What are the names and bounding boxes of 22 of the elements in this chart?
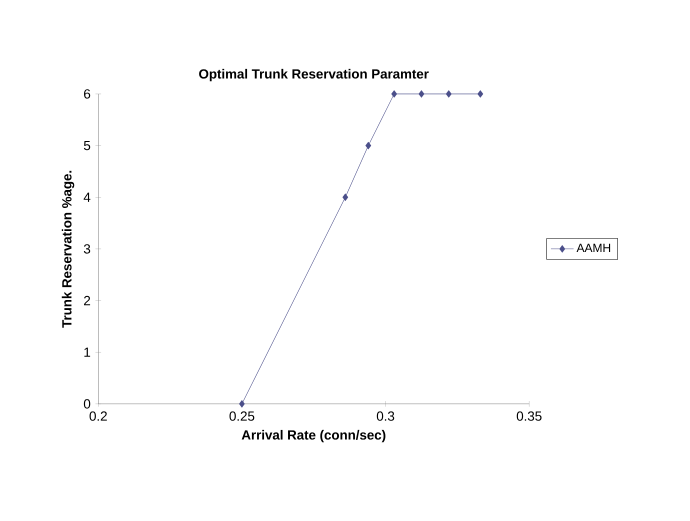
chart-title: Optimal Trunk Reservation Paramter [199,68,429,82]
legend-label: AAMH [576,244,610,252]
point [239,400,245,408]
y-tick-label: 1 [84,348,90,357]
y-tick-label: 0 [84,399,90,409]
point [365,142,372,150]
point [342,194,348,201]
point [418,90,424,98]
x-tick-label: 0.25 [230,411,254,421]
point [446,90,452,98]
x-axis-title: Arrival Rate (conn/sec) [242,430,386,442]
y-axis-title: Trunk Reservation %age. [62,170,74,328]
y-tick-label: 2 [84,296,90,306]
x-tick-label: 0.2 [90,411,107,421]
point [391,90,398,98]
y-tick-label: 5 [84,140,90,150]
y-tick-label: 3 [84,244,90,254]
point [477,90,484,98]
x-tick-label: 0.3 [376,411,394,421]
y-tick-label: 4 [84,192,90,202]
x-tick-label: 0.35 [516,411,542,421]
y-tick-label: 6 [84,89,90,99]
